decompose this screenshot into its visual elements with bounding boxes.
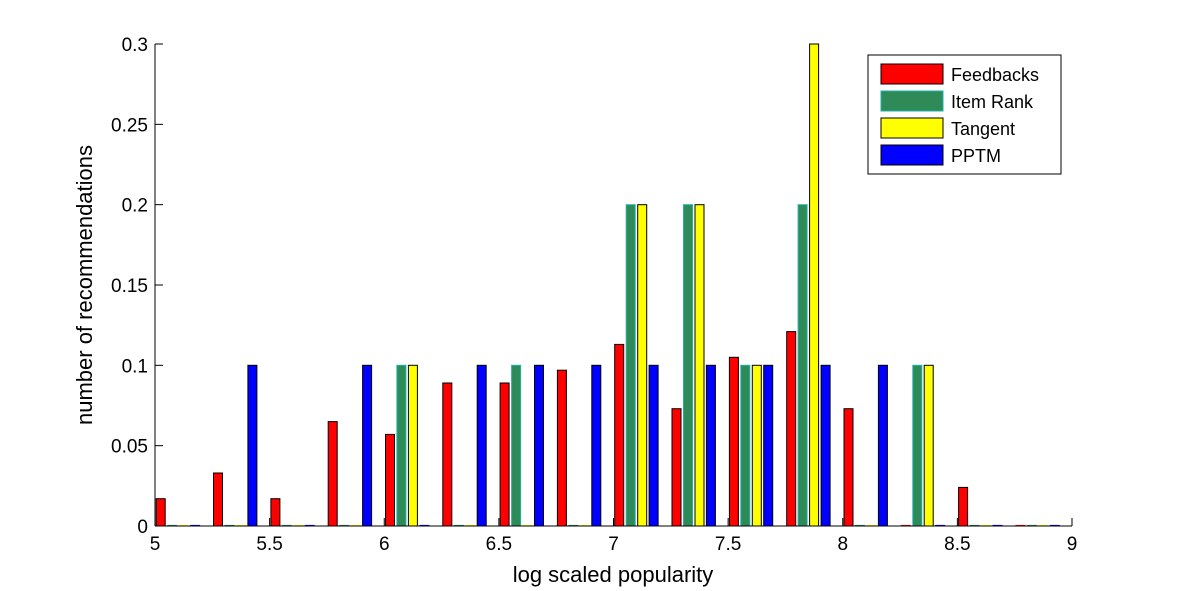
legend-swatch-pptm <box>880 144 944 166</box>
legend-label-tangent: Tangent <box>951 119 1015 139</box>
y-tick-label-2: 0.1 <box>122 356 148 377</box>
bar-tangent-13 <box>923 364 934 527</box>
x-tick-label-4: 7 <box>608 534 619 555</box>
bar-item-rank-6 <box>511 364 522 527</box>
bar-feedbacks-4 <box>385 433 395 527</box>
legend-swatch-feedbacks <box>880 63 944 85</box>
bar-tangent-11 <box>809 43 820 527</box>
y-tick-label-6: 0.3 <box>122 35 148 56</box>
bar-item-rank-13 <box>912 364 923 527</box>
y-tick-label-0: 0 <box>137 517 148 538</box>
bar-pptm-6 <box>534 364 544 527</box>
legend: Feedbacks Item Rank Tangent PPTM <box>867 54 1062 175</box>
bar-pptm-7 <box>591 364 602 527</box>
bar-tangent-10 <box>751 364 762 527</box>
y-tick-label-4: 0.2 <box>122 196 148 217</box>
bar-feedbacks-9 <box>671 408 682 527</box>
bar-item-rank-4 <box>396 364 407 527</box>
ticks-group: 5 5.5 6 6.5 7 7.5 8 8.5 9 0 0.05 0.1 0.15 0.2 0.25 0.3 <box>111 35 1077 555</box>
bar-item-rank-11 <box>797 204 808 527</box>
bar-feedbacks-0 <box>155 498 166 527</box>
bar-pptm-11 <box>820 364 831 527</box>
bar-feedbacks-11 <box>786 331 797 527</box>
x-tick-label-1: 5.5 <box>256 534 282 555</box>
x-tick-label-2: 6 <box>379 534 390 555</box>
legend-label-feedbacks: Feedbacks <box>951 65 1039 85</box>
legend-label-pptm: PPTM <box>951 146 1001 166</box>
bar-pptm-10 <box>763 364 774 527</box>
x-tick-label-6: 8 <box>837 534 848 555</box>
bar-pptm-8 <box>648 364 659 527</box>
bar-pptm-12 <box>877 364 888 527</box>
bar-tangent-9 <box>694 204 705 527</box>
y-tick-label-3: 0.15 <box>111 276 148 297</box>
bar-feedbacks-12 <box>843 408 854 527</box>
bar-feedbacks-5 <box>442 382 453 527</box>
y-tick-label-5: 0.25 <box>111 115 148 136</box>
legend-label-item-rank: Item Rank <box>951 92 1034 112</box>
y-tick-label-1: 0.05 <box>111 437 148 458</box>
bar-pptm-3 <box>362 364 373 527</box>
x-tick-label-0: 5 <box>150 534 161 555</box>
bar-feedbacks-8 <box>614 343 625 527</box>
bar-feedbacks-3 <box>327 421 338 527</box>
bar-item-rank-9 <box>683 204 693 527</box>
bar-feedbacks-10 <box>728 356 739 527</box>
x-tick-label-5: 7.5 <box>715 534 741 555</box>
bar-feedbacks-2 <box>270 498 281 527</box>
bar-item-rank-8 <box>625 204 636 527</box>
x-tick-label-3: 6.5 <box>486 534 512 555</box>
bar-tangent-8 <box>637 204 648 527</box>
legend-swatch-item-rank <box>880 90 944 112</box>
bar-item-rank-10 <box>740 364 751 527</box>
bar-pptm-9 <box>705 364 716 527</box>
bar-tangent-4 <box>407 364 418 527</box>
bar-pptm-5 <box>476 364 487 527</box>
bar-feedbacks-14 <box>958 486 969 527</box>
bar-feedbacks-7 <box>556 369 567 527</box>
x-tick-label-7: 8.5 <box>944 534 970 555</box>
x-tick-label-8: 9 <box>1067 534 1078 555</box>
legend-swatch-tangent <box>880 117 944 139</box>
bar-feedbacks-1 <box>213 472 223 527</box>
bar-pptm-1 <box>247 364 258 527</box>
y-axis-label: number of recommendations <box>72 145 97 425</box>
bar-feedbacks-6 <box>499 382 510 527</box>
x-axis-label: log scaled popularity <box>513 562 714 587</box>
